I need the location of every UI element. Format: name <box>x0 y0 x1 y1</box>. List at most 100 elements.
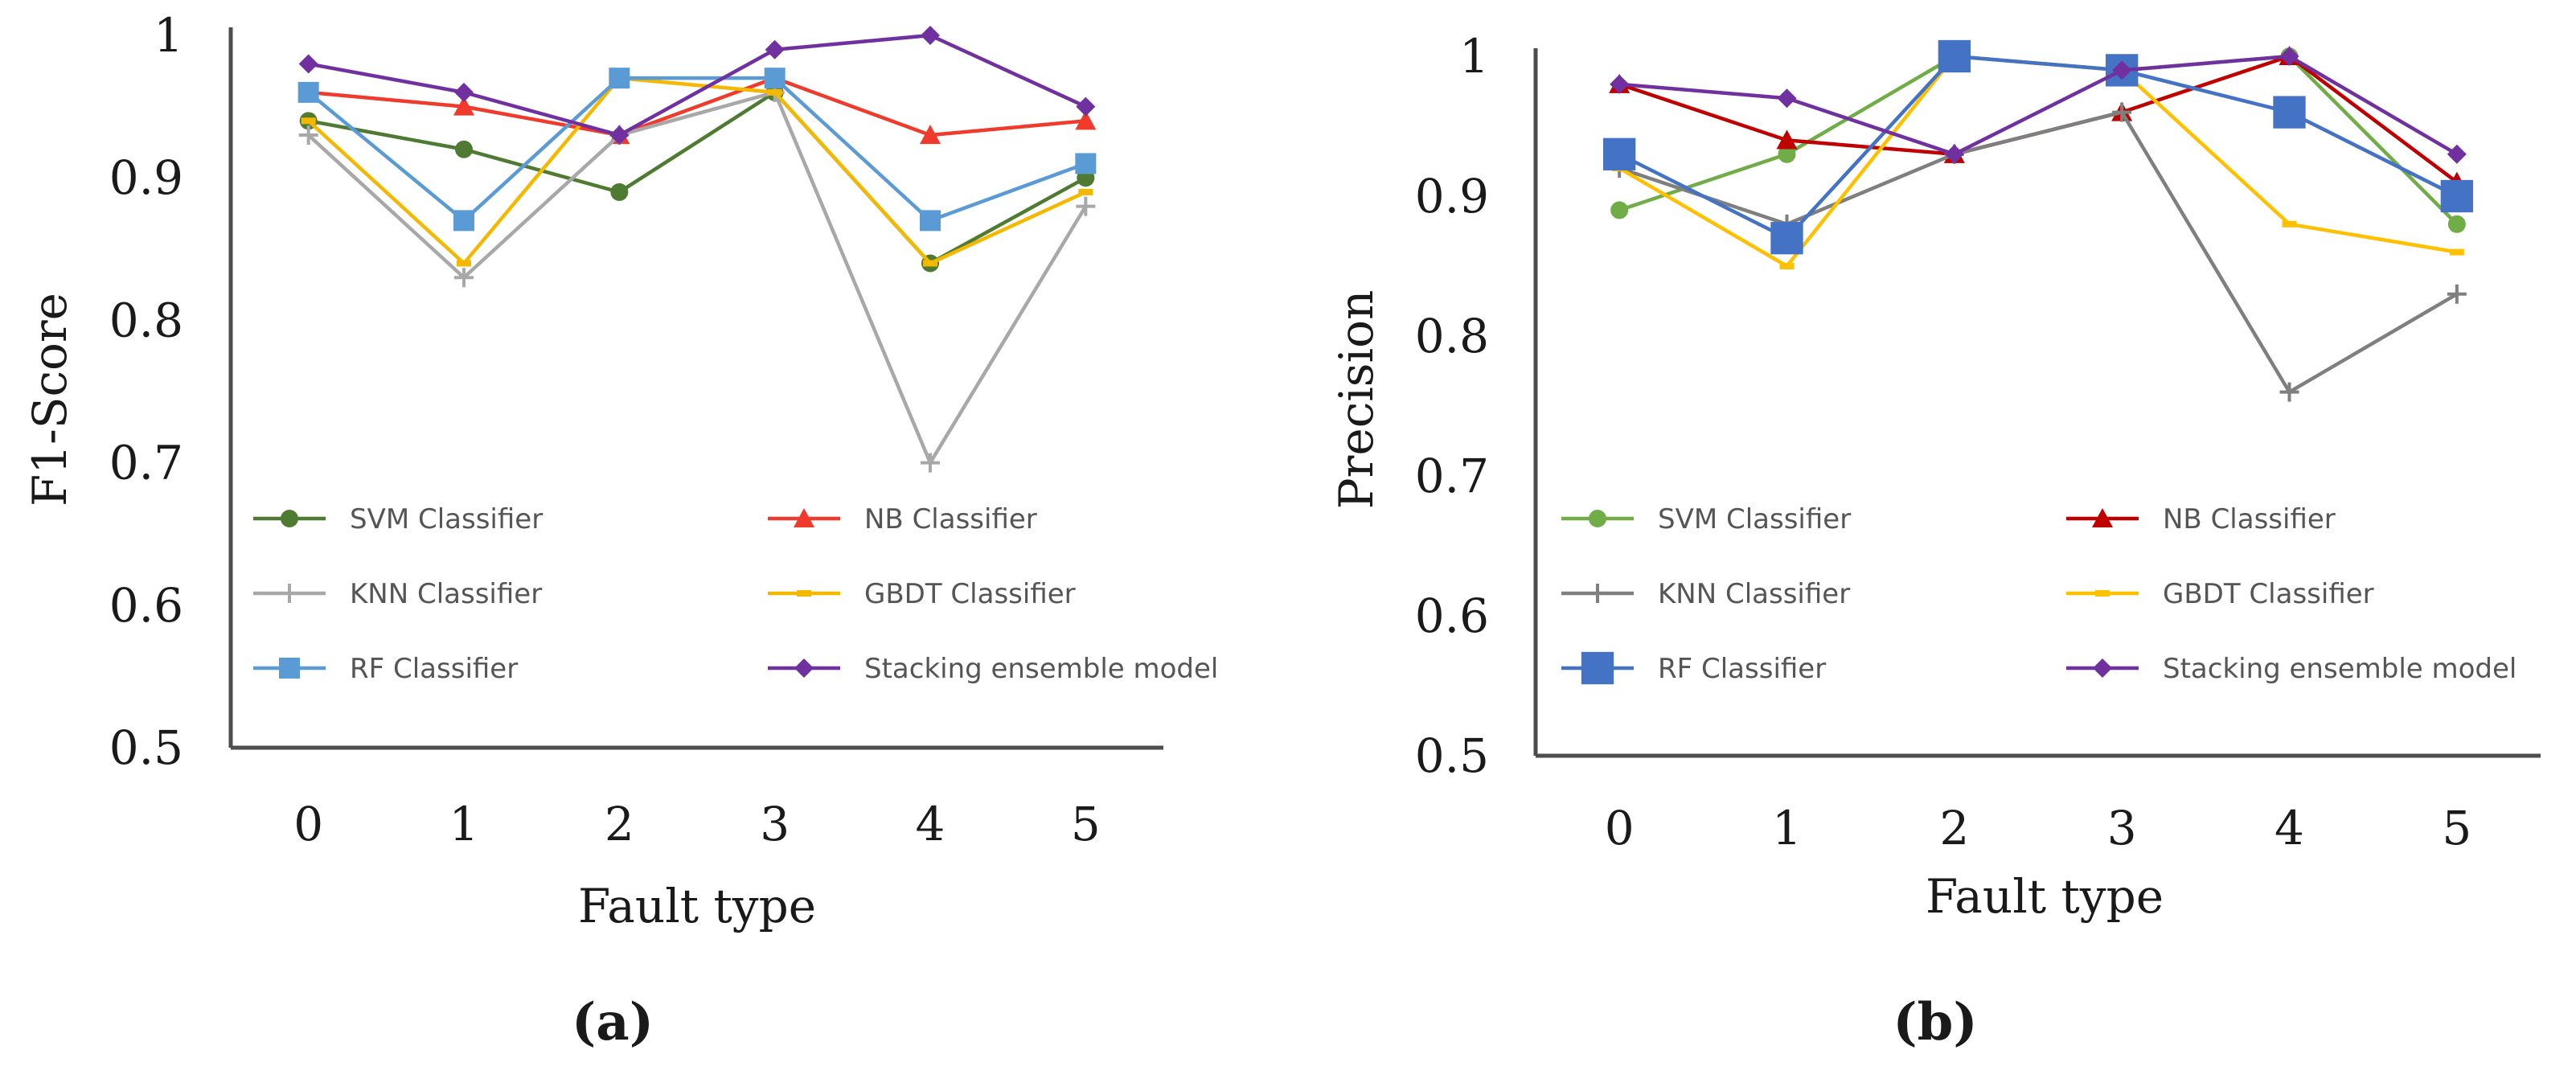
series-line <box>308 90 1087 265</box>
legend-label: Stacking ensemble model <box>2163 653 2517 685</box>
data-point <box>2112 60 2132 80</box>
legend-swatch-marker <box>2092 508 2113 528</box>
data-point <box>1610 201 1629 219</box>
legend-item: NB Classifier <box>768 503 1037 535</box>
chart-panel-a: 0.5 0.6 0.7 0.8 0.9 1 0 1 2 3 4 5 Fault type F1-Score… <box>23 8 1218 1052</box>
legend-label: SVM Classifier <box>1658 503 1851 535</box>
series-rf-classifier <box>297 68 1097 232</box>
series-stacking-ensemble-model <box>1610 47 2467 164</box>
y-tick-label: 1 <box>154 8 183 63</box>
legend-item: GBDT Classifier <box>768 578 1076 610</box>
data-point <box>1770 222 1803 255</box>
data-point <box>767 88 782 96</box>
legend-swatch-marker <box>797 590 811 597</box>
data-point <box>1779 263 1795 269</box>
data-point <box>920 210 941 232</box>
y-tick-label: 0.9 <box>109 150 183 205</box>
data-point <box>923 260 937 267</box>
series-knn-classifier <box>1610 102 2467 402</box>
data-point <box>1078 188 1093 195</box>
data-point <box>2447 215 2466 233</box>
y-tick-label: 0.6 <box>109 578 183 633</box>
data-point <box>920 125 941 145</box>
data-point <box>1610 74 1630 94</box>
data-point <box>1776 129 1798 150</box>
data-point <box>298 54 318 74</box>
legend-swatch-marker <box>280 584 299 603</box>
legend-swatch-marker <box>279 658 300 679</box>
y-tick-label: 0.5 <box>109 720 183 775</box>
legend-label: NB Classifier <box>864 503 1037 535</box>
y-tick-label: 0.9 <box>1415 169 1489 224</box>
legend-swatch-marker <box>2093 658 2112 678</box>
data-point <box>2279 47 2299 66</box>
legend-label: RF Classifier <box>1658 653 1826 685</box>
legend-item: Stacking ensemble model <box>768 653 1218 685</box>
y-tick-label: 0.7 <box>1415 449 1489 503</box>
legend-item: NB Classifier <box>2066 503 2336 535</box>
series-knn-classifier <box>298 82 1096 473</box>
legend-item: KNN Classifier <box>253 578 542 610</box>
x-axis-title: Fault type <box>1926 869 2164 924</box>
series-line <box>307 76 1087 265</box>
data-point <box>1076 96 1096 117</box>
x-tick-label: 4 <box>916 797 945 851</box>
legend-label: KNN Classifier <box>350 578 542 610</box>
series-stacking-ensemble-model <box>298 26 1096 146</box>
legend-swatch-marker <box>2095 590 2110 597</box>
legend-item: RF Classifier <box>1561 651 1826 685</box>
series-line <box>1618 54 2458 240</box>
series-svm-classifier <box>1610 47 2466 233</box>
data-point <box>921 26 940 45</box>
x-tick-label: 3 <box>2107 801 2137 855</box>
x-tick-label: 2 <box>1939 801 1969 855</box>
data-point <box>2449 248 2464 256</box>
data-point <box>297 81 319 103</box>
x-tick-label: 1 <box>449 797 479 851</box>
data-point <box>455 140 473 158</box>
x-tick-label: 4 <box>2275 801 2304 855</box>
y-axis-title: F1-Score <box>23 293 77 507</box>
y-tick-label: 0.7 <box>109 436 183 490</box>
legend-swatch-marker <box>1588 584 1607 603</box>
y-tick-label: 1 <box>1459 29 1489 84</box>
data-point <box>2447 284 2467 304</box>
legend-label: GBDT Classifier <box>2163 578 2374 610</box>
data-point <box>298 125 318 146</box>
legend-label: SVM Classifier <box>350 503 543 535</box>
series-line <box>1618 54 2459 184</box>
legend-item: GBDT Classifier <box>2066 578 2374 610</box>
y-tick-label: 0.5 <box>1415 728 1489 783</box>
series-line <box>1618 54 2458 157</box>
legend-swatch-marker <box>1589 510 1606 527</box>
data-point <box>1075 110 1097 130</box>
legend-swatch-marker <box>794 658 814 678</box>
data-point <box>921 453 940 473</box>
legend: SVM Classifier NB Classifier KNN Classifie… <box>1561 503 2517 685</box>
data-point <box>2279 382 2299 402</box>
data-point <box>454 268 474 288</box>
data-point <box>1076 196 1096 216</box>
legend-label: NB Classifier <box>2163 503 2336 535</box>
legend-label: RF Classifier <box>350 653 518 685</box>
data-point <box>1075 153 1097 174</box>
x-tick-label: 2 <box>605 797 634 851</box>
x-axis-title: Fault type <box>578 879 816 933</box>
data-point <box>2282 220 2297 228</box>
data-point <box>764 68 786 89</box>
data-point <box>609 68 630 89</box>
legend-item: KNN Classifier <box>1561 578 1850 610</box>
data-point <box>609 125 630 146</box>
legend-label: Stacking ensemble model <box>864 653 1218 685</box>
data-point <box>454 82 474 102</box>
data-point <box>1944 144 1964 164</box>
series-rf-classifier <box>1603 39 2473 255</box>
series-line <box>308 76 1086 137</box>
data-point <box>2447 144 2467 164</box>
data-point <box>2273 96 2306 129</box>
series-line <box>307 76 1087 223</box>
data-point <box>453 210 474 232</box>
data-point <box>1603 137 1636 170</box>
